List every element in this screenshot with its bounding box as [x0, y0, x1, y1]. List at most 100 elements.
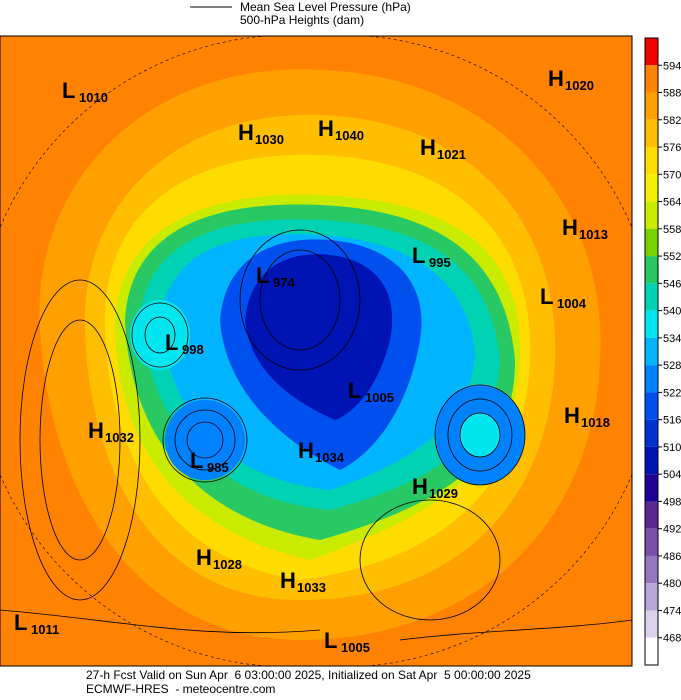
center-letter: H — [420, 135, 436, 160]
center-pressure: 995 — [429, 255, 451, 270]
center-pressure: 1028 — [213, 557, 242, 572]
center-letter: H — [318, 116, 334, 141]
center-pressure: 1011 — [31, 622, 59, 637]
colorbar-label: 564 — [663, 197, 681, 209]
colorbar-swatch — [645, 365, 658, 393]
colorbar-label: 480 — [663, 578, 681, 590]
center-pressure: 1005 — [341, 640, 370, 655]
colorbar-swatch — [645, 474, 658, 502]
colorbar-swatch — [645, 446, 658, 475]
isobars — [0, 229, 632, 641]
height-band — [130, 300, 190, 370]
colorbar-label: 576 — [663, 142, 681, 154]
colorbar-swatch — [645, 65, 658, 93]
colorbar-frame — [644, 37, 659, 666]
colorbar-label: 582 — [663, 115, 681, 127]
colorbar-label: 528 — [663, 360, 681, 372]
center-pressure: 1021 — [437, 147, 466, 162]
center-pressure: 1034 — [315, 450, 345, 465]
colorbar-swatch — [645, 337, 658, 366]
colorbar-swatch — [645, 283, 658, 311]
center-letter: H — [548, 66, 564, 91]
colorbar-label: 594 — [663, 60, 681, 72]
center-letter: H — [562, 215, 578, 240]
colorbar-label: 516 — [663, 415, 681, 427]
height-band — [460, 413, 500, 457]
colorbar: 594 588 582 576 570 564 558 552 546 540 534 528 522 5… — [644, 37, 681, 666]
map-frame — [0, 35, 633, 667]
colorbar-swatch — [645, 528, 658, 556]
center-pressure: 985 — [207, 460, 229, 475]
footer-source: ECMWF-HRES - meteocentre.com — [86, 682, 275, 696]
center-pressure: 1032 — [105, 430, 134, 445]
colorbar-label: 504 — [663, 469, 681, 481]
center-pressure: 1018 — [581, 415, 610, 430]
colorbar-label: 510 — [663, 442, 681, 454]
colorbar-label: 540 — [663, 306, 681, 318]
colorbar-swatch — [645, 583, 658, 611]
colorbar-swatch — [645, 119, 658, 148]
colorbar-swatch — [645, 256, 658, 284]
center-pressure: 1010 — [79, 90, 108, 105]
center-letter: L — [348, 378, 361, 403]
center-pressure: 974 — [273, 275, 295, 290]
center-pressure: 1004 — [557, 296, 587, 311]
center-letter: L — [14, 610, 27, 635]
colorbar-label: 474 — [663, 605, 681, 617]
colorbar-label: 546 — [663, 278, 681, 290]
center-pressure: 1033 — [297, 580, 326, 595]
colorbar-label: 558 — [663, 224, 681, 236]
colorbar-swatch — [645, 174, 658, 202]
colorbar-swatch — [645, 555, 658, 584]
colorbar-label: 498 — [663, 496, 681, 508]
center-letter: L — [412, 243, 425, 268]
center-pressure: 1013 — [579, 227, 608, 242]
center-letter: H — [298, 438, 314, 463]
latitude-circle — [0, 36, 632, 666]
colorbar-label: 588 — [663, 88, 681, 100]
colorbar-label: 534 — [663, 333, 681, 345]
colorbar-label: 468 — [663, 633, 681, 645]
colorbar-swatch — [645, 501, 658, 529]
footer-valid: 27-h Fcst Valid on Sun Apr 6 03:00:00 20… — [86, 668, 531, 682]
center-pressure: 1040 — [335, 128, 364, 143]
center-letter: L — [324, 628, 337, 653]
center-letter: H — [88, 418, 104, 443]
colorbar-swatch — [645, 201, 658, 229]
center-letter: H — [238, 120, 254, 145]
center-pressure: 1005 — [365, 390, 394, 405]
colorbar-label: 486 — [663, 551, 681, 563]
center-letter: L — [165, 330, 178, 355]
colorbar-label: 570 — [663, 169, 681, 181]
height-band — [165, 400, 245, 480]
colorbar-swatch — [645, 637, 658, 665]
center-pressure: 998 — [182, 342, 204, 357]
legend-pressure: Mean Sea Level Pressure (hPa) — [240, 0, 411, 14]
colorbar-swatch — [645, 147, 658, 175]
legend-heights: 500-hPa Heights (dam) — [240, 13, 364, 27]
colorbar-swatch — [645, 419, 658, 447]
colorbar-swatch — [645, 92, 658, 120]
center-letter: H — [196, 545, 212, 570]
colorbar-label: 522 — [663, 387, 681, 399]
colorbar-swatch — [645, 392, 658, 420]
center-letter: L — [256, 263, 269, 288]
height-band — [245, 254, 393, 420]
colorbar-swatch — [645, 310, 658, 338]
colorbar-label: 492 — [663, 524, 681, 536]
center-letter: H — [280, 568, 296, 593]
center-letter: H — [412, 474, 428, 499]
center-pressure: 1030 — [255, 132, 284, 147]
center-letter: H — [564, 403, 580, 428]
colorbar-swatch — [645, 38, 658, 66]
colorbar-swatch — [645, 228, 658, 257]
center-letter: L — [62, 78, 75, 103]
center-pressure: 1029 — [429, 486, 458, 501]
colorbar-swatch — [645, 610, 658, 638]
center-letter: L — [540, 284, 553, 309]
center-pressure: 1020 — [565, 78, 594, 93]
colorbar-label: 552 — [663, 251, 681, 263]
